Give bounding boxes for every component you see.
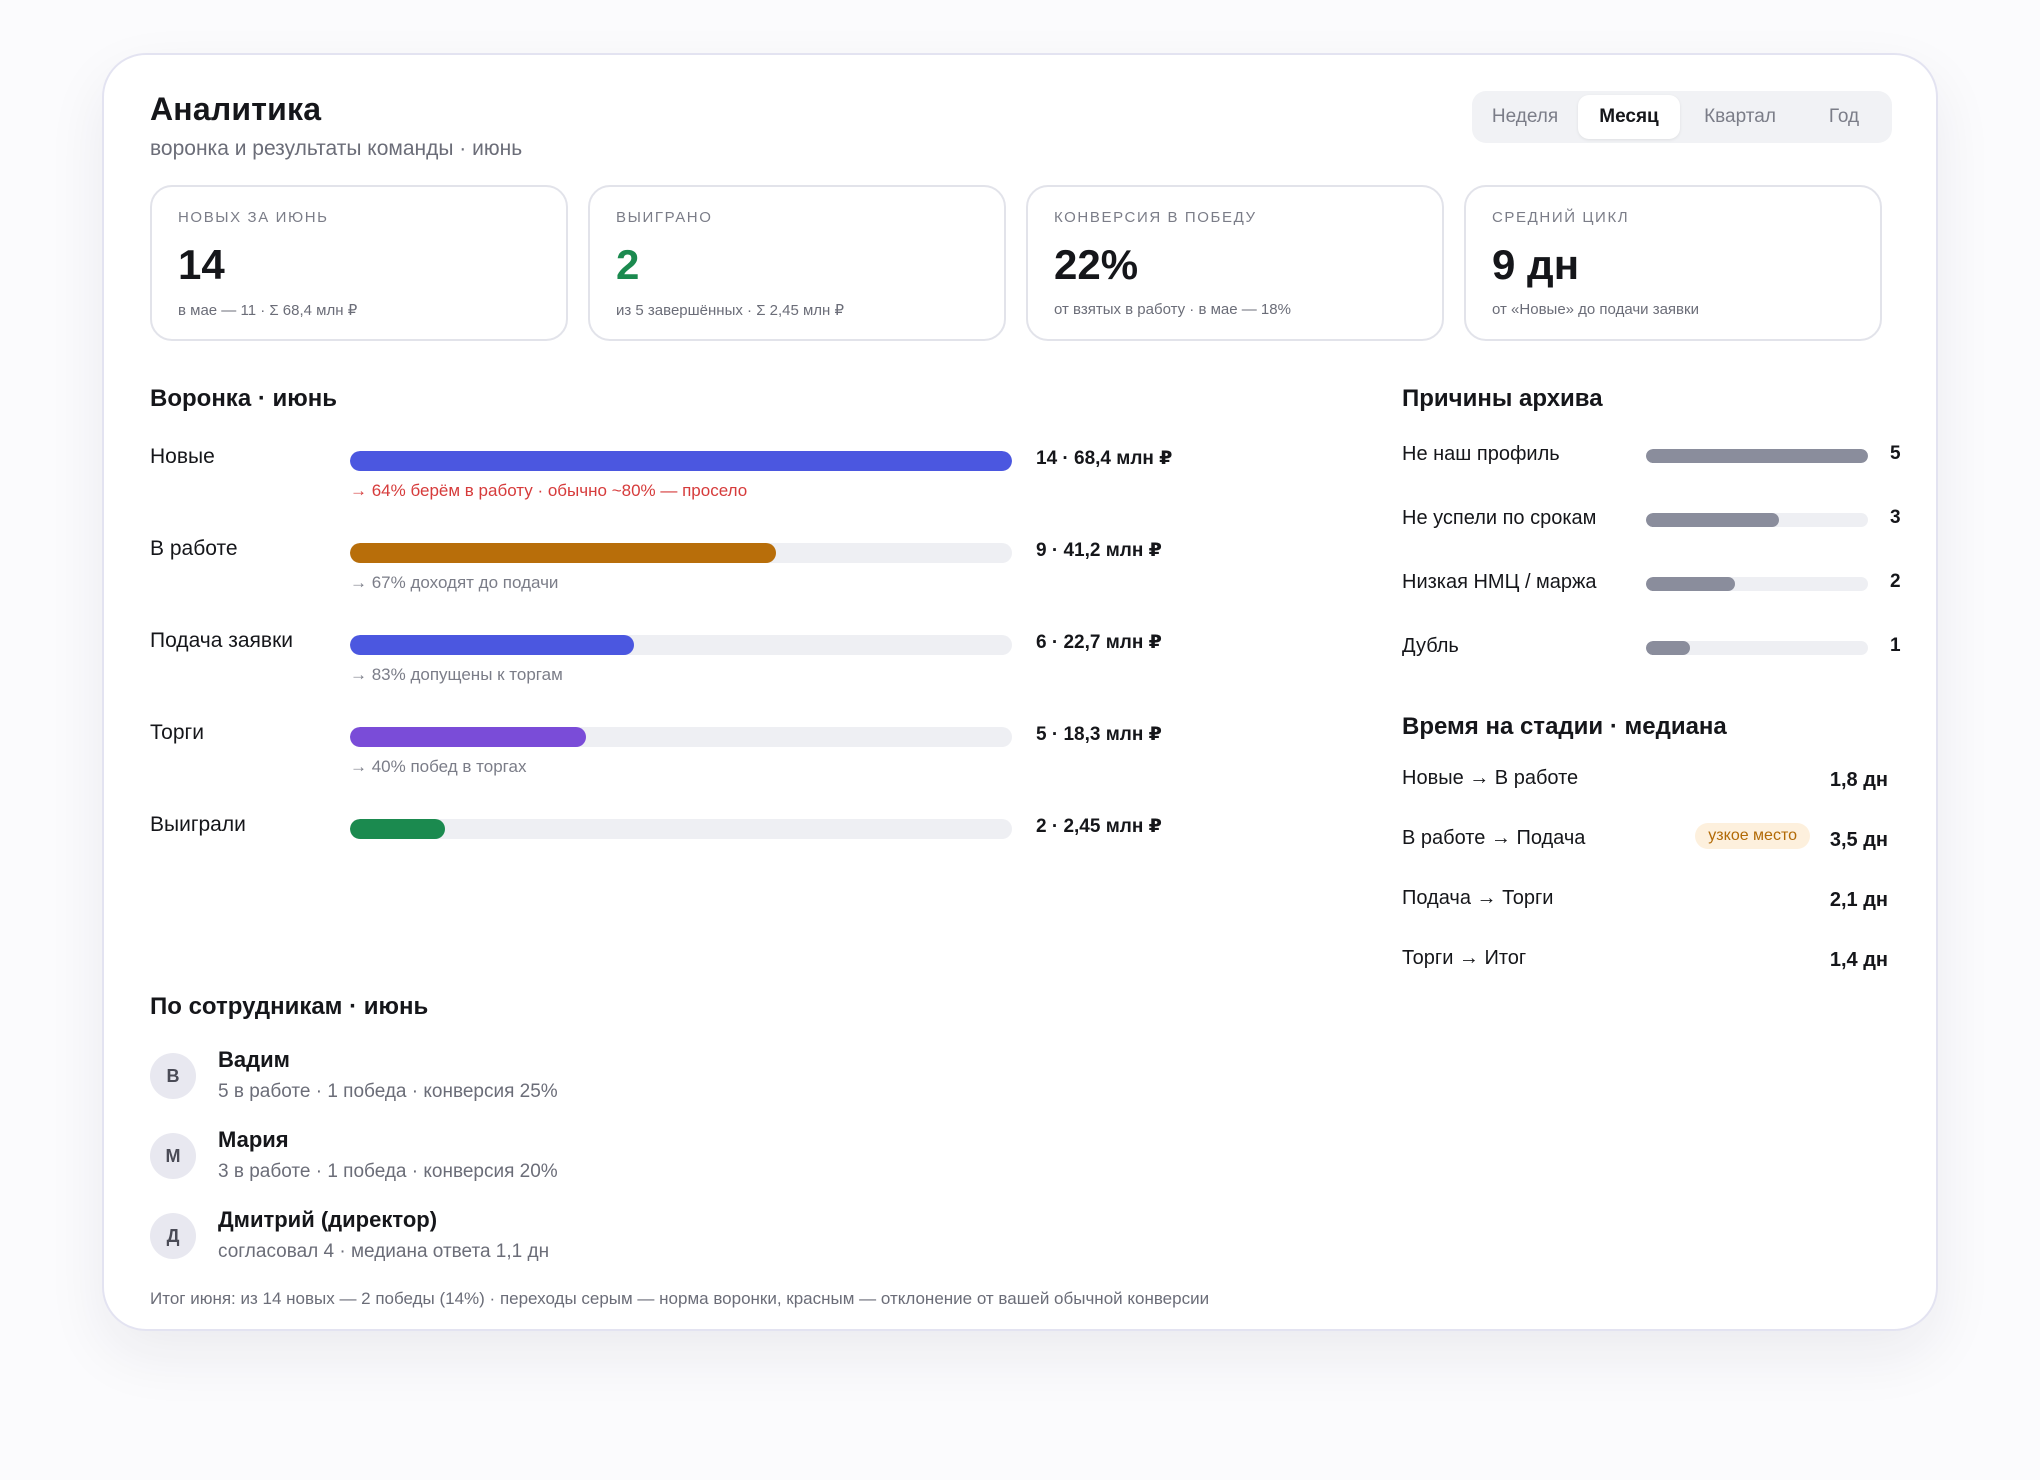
funnel-bar [350,727,587,747]
archive-bar [1646,577,1735,591]
kpi-value: 22% [1054,241,1139,288]
stage-transition-label: Новые → В работе [1402,767,1579,789]
employee-name[interactable]: Вадим [218,1047,290,1072]
tab-quarter[interactable]: Квартал [1704,106,1776,127]
employee-stats: 5 в работе · 1 победа · конверсия 25% [218,1081,558,1102]
stage-transition-label: В работе → Подача [1402,827,1586,849]
kpi-card-new: Новых за июнь 14 в мае — 11 · Σ 68,4 млн… [150,185,568,341]
stage-transition-label: Торги → Итог [1402,947,1527,969]
kpi-note: из 5 завершённых · Σ 2,45 млн ₽ [616,302,845,319]
funnel-transition-note: → 67% доходят до подачи [350,573,559,592]
funnel-stage-label: Подача заявки [150,629,293,652]
archive-bar [1646,513,1780,527]
kpi-card-won: Выиграно 2 из 5 завершённых · Σ 2,45 млн… [588,185,1006,341]
funnel-bar-track [350,727,1012,747]
funnel-stage-value: 9 · 41,2 млн ₽ [1036,540,1162,561]
funnel-bar-track [350,635,1012,655]
kpi-label: Новых за июнь [178,209,329,226]
funnel-bar [350,451,1012,471]
archive-reason-label: Не успели по срокам [1402,507,1597,529]
period-switcher: Неделя Месяц Квартал Год [1472,91,1892,143]
tab-year[interactable]: Год [1828,106,1860,127]
funnel-stage-value: 6 · 22,7 млн ₽ [1036,632,1162,653]
funnel-bar [350,543,776,563]
stage-median-value: 1,4 дн [1829,949,1888,971]
kpi-note: в мае — 11 · Σ 68,4 млн ₽ [178,302,358,319]
kpi-value: 9 дн [1492,241,1580,288]
kpi-value: 2 [616,241,640,288]
archive-bar-track [1646,641,1868,655]
funnel-bar [350,635,634,655]
stage-median-value: 3,5 дн [1829,829,1888,851]
funnel-bar [350,819,445,839]
funnel-title: Воронка · июнь [150,385,337,412]
archive-bar [1646,641,1691,655]
tab-week[interactable]: Неделя [1491,106,1559,127]
stage-transition-label: Подача → Торги [1402,887,1554,909]
archive-reason-count: 3 [1890,507,1901,528]
people-title: По сотрудникам · июнь [150,993,429,1020]
funnel-stage-label: Выиграли [150,813,246,836]
funnel-stage-value: 14 · 68,4 млн ₽ [1036,448,1173,469]
stage-median-value: 2,1 дн [1829,889,1888,911]
funnel-bar-track [350,819,1012,839]
page-title: Аналитика [150,91,322,127]
funnel-transition-note: → 83% допущены к торгам [350,665,563,684]
page-subtitle: воронка и результаты команды · июнь [150,137,523,160]
employee-name[interactable]: Дмитрий (директор) [218,1207,438,1232]
funnel-stage-label: Торги [150,721,204,744]
employee-stats: согласовал 4 · медиана ответа 1,1 дн [218,1241,550,1262]
funnel-transition-note: → 64% берём в работу · обычно ~80% — про… [350,481,748,500]
kpi-card-conversion: Конверсия в победу 22% от взятых в работ… [1026,185,1444,341]
funnel-transition-note: → 40% побед в торгах [350,757,527,776]
stage-median-value: 1,8 дн [1829,769,1888,791]
archive-bar-track [1646,513,1868,527]
analytics-card: Аналитика воронка и результаты команды ·… [102,53,1938,1331]
kpi-value: 14 [178,241,225,288]
archive-reason-count: 2 [1890,571,1901,592]
archive-bar-track [1646,449,1868,463]
avatar: М [150,1133,196,1179]
kpi-label: Конверсия в победу [1054,209,1257,226]
archive-reason-label: Низкая НМЦ / маржа [1402,571,1597,593]
tab-month[interactable]: Месяц [1578,95,1680,139]
funnel-bar-track [350,543,1012,563]
footer-summary: Итог июня: из 14 новых — 2 победы (14%) … [150,1289,1210,1308]
kpi-label: Выиграно [616,209,713,226]
archive-reason-label: Дубль [1402,635,1459,657]
kpi-label: Средний цикл [1492,209,1630,226]
funnel-stage-value: 5 · 18,3 млн ₽ [1036,724,1162,745]
funnel-bar-track [350,451,1012,471]
avatar: Д [150,1213,196,1259]
archive-bar-track [1646,577,1868,591]
archive-reason-label: Не наш профиль [1402,443,1560,465]
archive-bar [1646,449,1868,463]
bottleneck-badge: узкое место [1695,823,1810,849]
archive-reason-count: 5 [1890,443,1901,464]
archive-reason-count: 1 [1890,635,1901,656]
kpi-note: от «Новые» до подачи заявки [1492,301,1699,318]
archive-title: Причины архива [1402,385,1603,412]
funnel-stage-label: Новые [150,445,215,468]
kpi-note: от взятых в работу · в мае — 18% [1054,301,1291,318]
kpi-card-cycle: Средний цикл 9 дн от «Новые» до подачи з… [1464,185,1882,341]
funnel-stage-value: 2 · 2,45 млн ₽ [1036,816,1162,837]
employee-stats: 3 в работе · 1 победа · конверсия 20% [218,1161,558,1182]
employee-name[interactable]: Мария [218,1127,289,1152]
avatar: В [150,1053,196,1099]
funnel-stage-label: В работе [150,537,238,560]
stage-time-title: Время на стадии · медиана [1402,713,1727,740]
